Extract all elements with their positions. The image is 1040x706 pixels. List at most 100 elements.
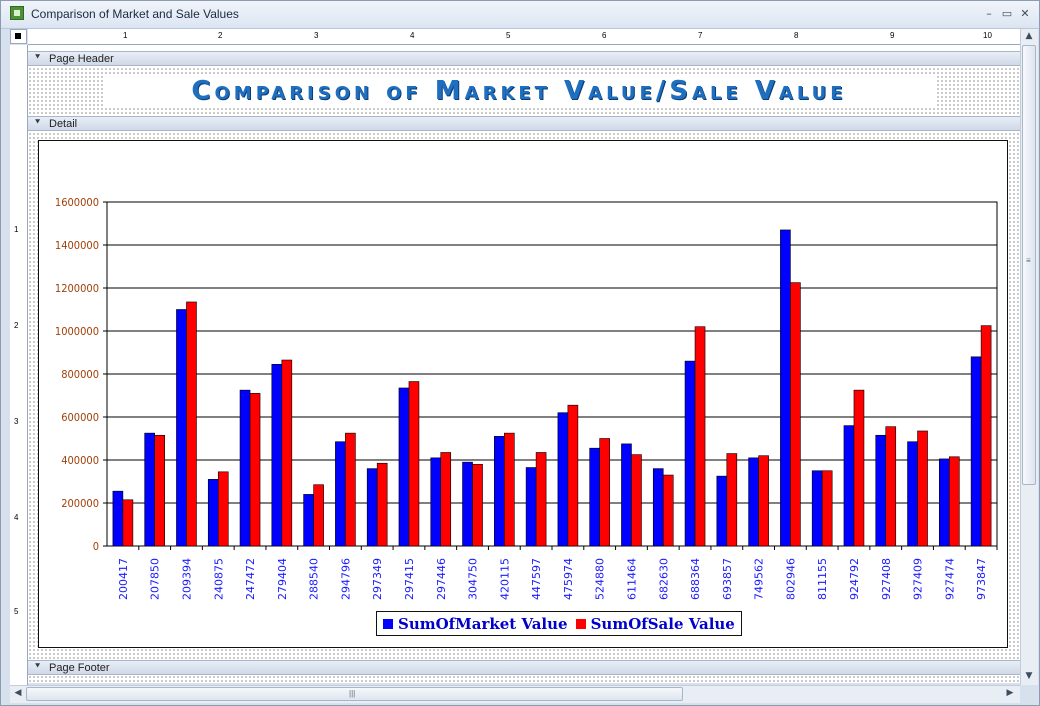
- bar-sale: [949, 456, 960, 547]
- y-tick-label: 1200000: [55, 282, 99, 295]
- scroll-left-arrow-icon[interactable]: ◀: [14, 688, 22, 698]
- ruler-number: 1: [123, 31, 128, 40]
- page-header-section[interactable]: Comparison of Market Value/Sale Value: [28, 67, 1020, 115]
- grip-icon: |||: [349, 689, 356, 698]
- restore-button[interactable]: ▭: [1001, 7, 1013, 20]
- legend-label-sale: SumOfSale Value: [590, 614, 735, 633]
- vertical-ruler[interactable]: 1 2 3 4 5: [10, 45, 28, 685]
- window-title: Comparison of Market and Sale Values: [31, 7, 239, 21]
- x-tick-label: 682630: [657, 558, 670, 600]
- report-title-label[interactable]: Comparison of Market Value/Sale Value: [103, 75, 935, 107]
- bar-market: [748, 457, 759, 547]
- vertical-scrollbar[interactable]: ▲ ≡ ▼: [1020, 29, 1038, 685]
- x-tick-label: 294796: [339, 558, 352, 600]
- x-tick-label: 973847: [975, 558, 988, 600]
- x-tick-label: 209394: [180, 558, 193, 600]
- bar-market: [525, 467, 537, 547]
- y-tick-label: 200000: [61, 497, 99, 510]
- bar-sale: [504, 432, 515, 547]
- x-tick-label: 927408: [880, 558, 893, 600]
- x-tick-label: 200417: [117, 558, 130, 600]
- horizontal-ruler[interactable]: 1 2 3 4 5 6 7 8 9 10: [28, 29, 1020, 45]
- bar-market: [494, 436, 505, 547]
- horizontal-scrollbar[interactable]: ◀ ||| ▶: [10, 685, 1020, 703]
- chart-control[interactable]: 0 200000 400000 600000 800000 1000000 1200000 1…: [38, 140, 1008, 648]
- legend-item-market: SumOfMarket Value: [383, 615, 568, 633]
- x-tick-label: 297415: [403, 558, 416, 600]
- vertical-scroll-thumb[interactable]: ≡: [1022, 45, 1036, 485]
- bar-market: [207, 479, 219, 547]
- bar-market: [176, 309, 187, 547]
- x-tick-label: 802946: [784, 558, 797, 600]
- bar-market: [843, 425, 855, 547]
- page-footer-bar[interactable]: ⯆ Page Footer: [28, 660, 1020, 675]
- x-tick-label: 297446: [435, 558, 448, 600]
- x-tick-label: 927474: [943, 558, 956, 600]
- bar-market: [303, 494, 314, 547]
- bar-market: [335, 441, 346, 547]
- y-tick-label: 0: [93, 540, 99, 553]
- legend-label-market: SumOfMarket Value: [398, 614, 568, 633]
- page-header-bar[interactable]: ⯆ Page Header: [28, 51, 1020, 66]
- x-tick-label: 279404: [276, 558, 289, 600]
- bar-market: [112, 490, 124, 547]
- bar-market: [970, 356, 982, 547]
- ruler-number: 4: [14, 513, 19, 522]
- report-icon: [10, 6, 24, 20]
- select-report-button[interactable]: [10, 29, 27, 44]
- x-tick-label: 927409: [912, 558, 925, 600]
- bar-market: [557, 412, 569, 547]
- page-footer-label: Page Footer: [49, 662, 110, 674]
- scroll-right-arrow-icon[interactable]: ▶: [1006, 688, 1014, 698]
- y-tick-label: 1600000: [55, 196, 99, 209]
- ruler-number: 4: [410, 31, 415, 40]
- collapse-arrow-icon: ⯆: [34, 118, 42, 128]
- bar-market: [144, 432, 155, 547]
- ruler-number: 1: [14, 225, 19, 234]
- x-tick-label: 524880: [594, 558, 607, 600]
- close-button[interactable]: ✕: [1020, 7, 1030, 20]
- bar-market: [430, 457, 442, 547]
- page-header-label: Page Header: [49, 53, 114, 65]
- x-tick-label: 247472: [244, 558, 257, 600]
- bar-sale: [980, 325, 992, 547]
- scroll-down-arrow-icon[interactable]: ▼: [1025, 671, 1033, 681]
- bar-sale: [917, 430, 928, 547]
- detail-label: Detail: [49, 118, 78, 130]
- bar-market: [621, 443, 632, 547]
- bar-sale: [376, 462, 388, 547]
- bar-chart: 0 200000 400000 600000 800000 1000000 1200000 1…: [55, 196, 998, 600]
- bar-sale: [726, 453, 738, 547]
- collapse-arrow-icon: ⯆: [34, 662, 42, 672]
- bar-sale: [440, 452, 452, 547]
- bar-market: [780, 229, 791, 547]
- scroll-up-arrow-icon[interactable]: ▲: [1025, 31, 1033, 41]
- bar-sale: [790, 282, 801, 547]
- bar-market: [462, 461, 473, 547]
- x-tick-label: 240875: [212, 558, 225, 600]
- y-tick-label: 400000: [61, 454, 99, 467]
- ruler-number: 5: [506, 31, 511, 40]
- legend-swatch-market: [383, 618, 393, 629]
- title-bar[interactable]: Comparison of Market and Sale Values – ▭…: [1, 1, 1039, 29]
- bar-market: [684, 360, 696, 547]
- bar-market: [589, 447, 600, 547]
- ruler-number: 3: [314, 31, 319, 40]
- minimize-button[interactable]: –: [986, 7, 992, 20]
- x-tick-label: 693857: [721, 558, 734, 600]
- x-tick-label: 304750: [467, 558, 480, 600]
- report-design-surface: ⯆ Page Header Comparison of Market Value…: [28, 45, 1020, 683]
- x-tick-label: 297349: [371, 558, 384, 600]
- detail-bar[interactable]: ⯆ Detail: [28, 116, 1020, 131]
- page-footer-section[interactable]: [28, 675, 1020, 683]
- bar-market: [811, 470, 823, 547]
- x-tick-label: 447597: [530, 558, 543, 600]
- bar-sale: [313, 484, 324, 547]
- detail-section[interactable]: 0 200000 400000 600000 800000 1000000 1200000 1…: [28, 132, 1020, 660]
- horizontal-scroll-thumb[interactable]: |||: [26, 687, 683, 701]
- y-tick-label: 600000: [61, 411, 99, 424]
- ruler-number: 5: [14, 607, 19, 616]
- ruler-number: 9: [890, 31, 895, 40]
- ruler-number: 2: [14, 321, 19, 330]
